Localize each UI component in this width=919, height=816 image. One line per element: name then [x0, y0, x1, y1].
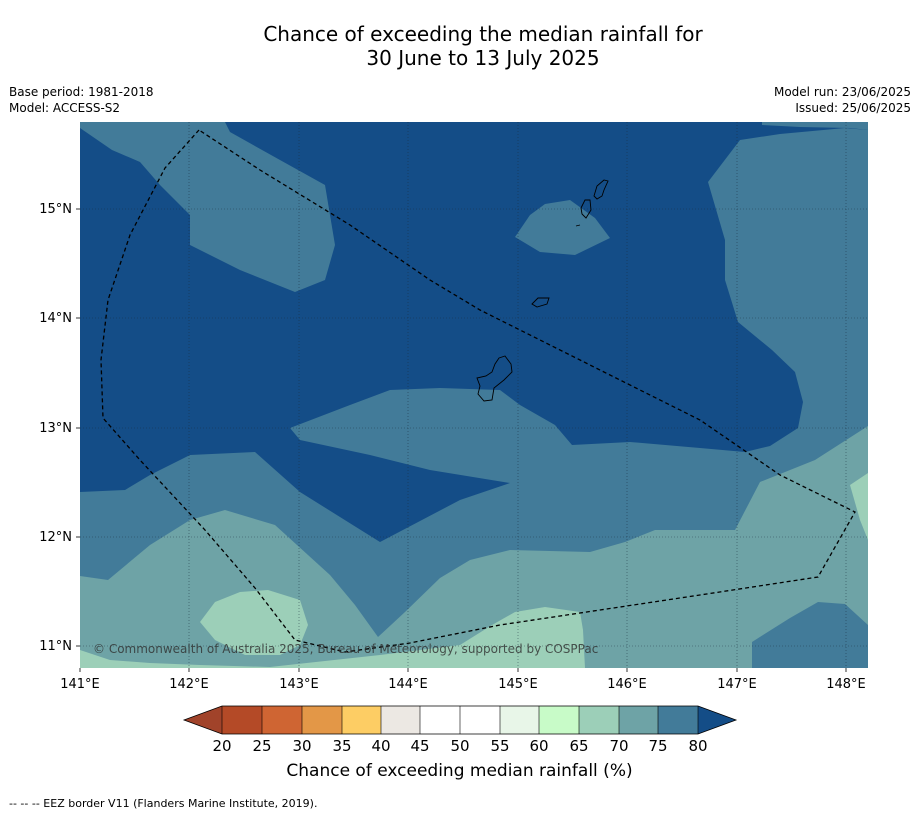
colorbar-tick: 50 — [450, 737, 469, 755]
colorbar-segment — [342, 706, 381, 734]
lat-label: 13°N — [39, 421, 72, 436]
colorbar-segment — [381, 706, 420, 734]
colorbar-tick: 30 — [292, 737, 311, 755]
lon-label: 142°E — [169, 677, 209, 692]
meta-left: Base period: 1981-2018 Model: ACCESS-S2 — [9, 84, 154, 116]
colorbar-segment — [619, 706, 658, 734]
lon-label: 143°E — [279, 677, 319, 692]
model-run-label: Model run: 23/06/2025 — [773, 85, 911, 99]
contour-region-65-70-southwest — [200, 590, 308, 655]
colorbar-segment — [302, 706, 342, 734]
colorbar-segment — [222, 706, 262, 734]
colorbar-segment — [658, 706, 698, 734]
lon-label: 148°E — [826, 677, 866, 692]
colorbar-tick: 75 — [648, 737, 667, 755]
lon-label: 146°E — [607, 677, 647, 692]
rainfall-map: © Commonwealth of Australia 2025, Bureau… — [80, 122, 868, 668]
contour-region-65-70-east — [850, 473, 868, 540]
contour-region-65-70-south-center — [80, 607, 585, 668]
lon-labels: 141°E 142°E 143°E 144°E 145°E 146°E 147°… — [60, 677, 866, 692]
island-tinian — [580, 199, 592, 219]
colorbar-segment — [539, 706, 579, 734]
lon-label: 147°E — [717, 677, 757, 692]
contour-region-75-80-islands — [515, 200, 610, 255]
lon-label: 141°E — [60, 677, 100, 692]
colorbar-segment — [420, 706, 460, 734]
map-title-line1: Chance of exceeding the median rainfall … — [263, 22, 703, 46]
colorbar-segment — [579, 706, 619, 734]
lon-label: 145°E — [498, 677, 538, 692]
meta-right: Model run: 23/06/2025 Issued: 25/06/2025 — [774, 84, 911, 116]
island-guam — [476, 355, 513, 402]
issued-label: Issued: 25/06/2025 — [795, 101, 911, 115]
colorbar-tick: 70 — [609, 737, 628, 755]
lat-label: 11°N — [39, 639, 72, 654]
lat-label: 15°N — [39, 202, 72, 217]
colorbar-segment — [262, 706, 302, 734]
colorbar-segment — [460, 706, 500, 734]
colorbar: 20 25 30 35 40 45 50 55 60 65 70 75 80 — [182, 705, 738, 755]
contour-region-75-80-north — [80, 122, 335, 292]
eez-legend-note: -- -- -- EEZ border V11 (Flanders Marine… — [9, 797, 318, 810]
colorbar-label: Chance of exceeding median rainfall (%) — [286, 761, 633, 781]
colorbar-tick: 65 — [569, 737, 588, 755]
colorbar-low-extension — [184, 706, 222, 734]
colorbar-high-extension — [698, 706, 736, 734]
colorbar-tick: 60 — [529, 737, 548, 755]
island-aguijan — [575, 224, 581, 227]
colorbar-tick: 25 — [252, 737, 271, 755]
colorbar-tick: 45 — [410, 737, 429, 755]
map-gridlines — [80, 122, 868, 668]
colorbar-ticks: 20 25 30 35 40 45 50 55 60 65 70 75 80 — [212, 737, 707, 755]
islands — [476, 179, 609, 402]
lon-tick-marks — [79, 668, 847, 672]
lat-labels: 15°N 14°N 13°N 12°N 11°N — [39, 202, 72, 654]
base-period-label: Base period: 1981-2018 — [9, 85, 154, 99]
lon-label: 144°E — [388, 677, 428, 692]
colorbar-tick: 35 — [332, 737, 351, 755]
lat-label: 14°N — [39, 311, 72, 326]
colorbar-tick: 40 — [371, 737, 390, 755]
colorbar-tick: 80 — [688, 737, 707, 755]
contour-region-75-80-top-right — [762, 122, 868, 130]
colorbar-tick: 55 — [490, 737, 509, 755]
lat-tick-marks — [76, 208, 80, 647]
lat-label: 12°N — [39, 530, 72, 545]
copyright-notice: © Commonwealth of Australia 2025, Bureau… — [93, 642, 598, 656]
colorbar-segment — [500, 706, 539, 734]
colorbar-tick: 20 — [212, 737, 231, 755]
map-title-line2: 30 June to 13 July 2025 — [366, 46, 600, 70]
map-title: Chance of exceeding the median rainfall … — [0, 22, 919, 70]
island-saipan — [593, 179, 609, 200]
model-label: Model: ACCESS-S2 — [9, 101, 121, 115]
contour-region-75-80-southeast — [752, 602, 868, 668]
island-rota — [531, 297, 550, 308]
